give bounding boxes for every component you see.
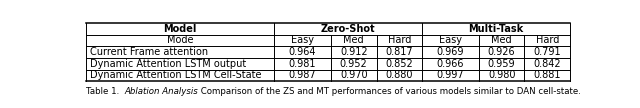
Text: Current Frame attention: Current Frame attention	[90, 47, 208, 57]
Text: Hard: Hard	[536, 35, 559, 45]
Text: 0.880: 0.880	[385, 70, 413, 80]
Text: 0.987: 0.987	[289, 70, 316, 80]
Text: Table 1.: Table 1.	[86, 87, 125, 96]
Text: Easy: Easy	[291, 35, 314, 45]
Text: 0.842: 0.842	[533, 59, 561, 69]
Text: Zero-Shot: Zero-Shot	[321, 24, 376, 34]
Text: 0.959: 0.959	[488, 59, 515, 69]
Text: Dynamic Attention LSTM Cell-State: Dynamic Attention LSTM Cell-State	[90, 70, 261, 80]
Text: Ablation Analysis: Ablation Analysis	[125, 87, 198, 96]
Text: 0.881: 0.881	[534, 70, 561, 80]
Text: 0.980: 0.980	[488, 70, 515, 80]
Text: Easy: Easy	[439, 35, 462, 45]
Text: Med: Med	[344, 35, 364, 45]
Text: 0.966: 0.966	[436, 59, 464, 69]
Text: Hard: Hard	[388, 35, 411, 45]
Text: Model: Model	[163, 24, 196, 34]
Text: Multi-Task: Multi-Task	[468, 24, 524, 34]
Text: Dynamic Attention LSTM output: Dynamic Attention LSTM output	[90, 59, 246, 69]
Text: 0.997: 0.997	[436, 70, 464, 80]
Text: 0.912: 0.912	[340, 47, 367, 57]
Text: 0.964: 0.964	[289, 47, 316, 57]
Text: 0.817: 0.817	[385, 47, 413, 57]
Text: 0.970: 0.970	[340, 70, 367, 80]
Text: 0.969: 0.969	[436, 47, 464, 57]
Text: Mode: Mode	[167, 35, 193, 45]
Text: 0.852: 0.852	[385, 59, 413, 69]
Text: Comparison of the ZS and MT performances of various models similar to DAN cell-s: Comparison of the ZS and MT performances…	[198, 87, 581, 96]
Text: 0.791: 0.791	[533, 47, 561, 57]
Text: Med: Med	[492, 35, 512, 45]
Text: 0.926: 0.926	[488, 47, 515, 57]
Text: 0.981: 0.981	[289, 59, 316, 69]
Text: 0.952: 0.952	[340, 59, 367, 69]
